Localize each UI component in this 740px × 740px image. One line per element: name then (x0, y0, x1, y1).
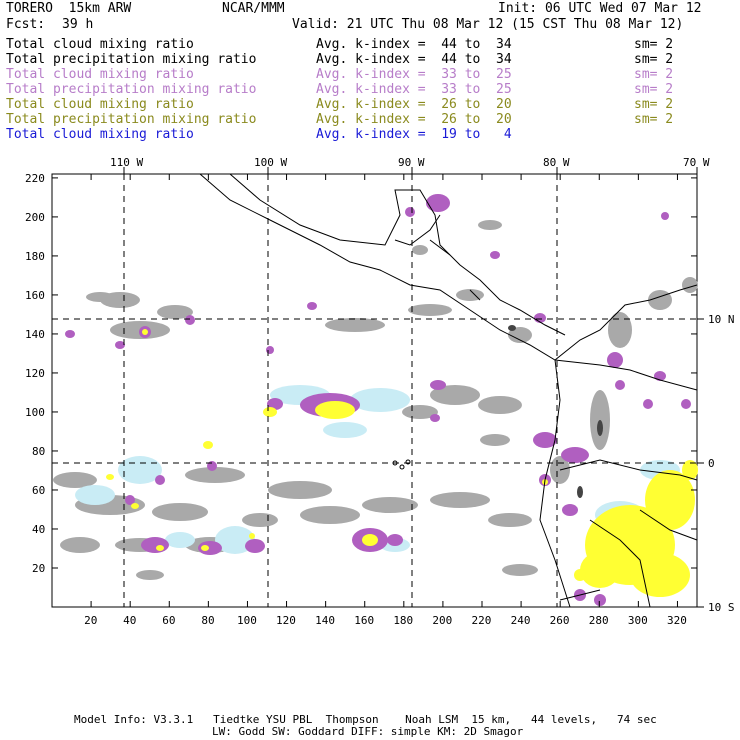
bottom-tick-label: 240 (510, 614, 531, 627)
bottom-tick-label: 320 (666, 614, 687, 627)
cloud-mixing-gray (53, 220, 698, 580)
legend-field: Total precipitation mixing ratio (6, 112, 257, 127)
legend-sm: sm= 2 (634, 37, 674, 52)
valid-time: Valid: 21 UTC Thu 08 Mar 12 (15 CST Thu … (292, 17, 684, 32)
left-tick-label: 80 (32, 444, 46, 458)
left-tick-label: 160 (25, 288, 45, 302)
legend-sm: sm= 2 (634, 52, 674, 67)
fcst-value: 39 h (62, 17, 94, 32)
bottom-tick-label: 100 (236, 614, 257, 627)
legend-sm: sm= 2 (634, 97, 674, 112)
legend-field: Total cloud mixing ratio (6, 67, 194, 82)
right-lat-label: 10 N (708, 313, 735, 326)
legend-kindex: Avg. k-index = 44 to 34 (316, 37, 512, 52)
left-tick-label: 40 (32, 522, 46, 536)
model-title: TORERO 15km ARW (6, 1, 132, 16)
left-tick-label: 60 (32, 483, 46, 497)
legend-kindex: Avg. k-index = 44 to 34 (316, 52, 512, 67)
org-label: NCAR/MMM (222, 1, 285, 16)
top-lon-label: 110 W (110, 156, 144, 169)
bottom-tick-label: 280 (588, 614, 609, 627)
top-lon-label: 100 W (254, 156, 288, 169)
bottom-tick-label: 220 (471, 614, 492, 627)
plot-area (51, 173, 698, 608)
left-tick-label: 200 (25, 210, 45, 224)
bottom-tick-label: 260 (549, 614, 570, 627)
legend-field: Total cloud mixing ratio (6, 97, 194, 112)
right-lat-label: 10 S (708, 601, 735, 614)
init-time: Init: 06 UTC Wed 07 Mar 12 (498, 1, 702, 16)
graticule (52, 174, 697, 607)
left-tick-label: 20 (32, 561, 46, 575)
left-tick-label: 140 (25, 327, 45, 341)
legend-sm: sm= 2 (634, 112, 674, 127)
footer-model-info: Model Info: V3.3.1 Tiedtke YSU PBL Thomp… (74, 713, 657, 726)
dark-cloud-cores (508, 325, 603, 498)
legend-kindex: Avg. k-index = 33 to 25 (316, 67, 512, 82)
left-tick-label: 220 (25, 171, 45, 185)
bottom-tick-label: 40 (123, 614, 137, 627)
cloud-mixing-yellow (106, 329, 698, 597)
left-tick-label: 120 (25, 366, 45, 380)
legend-field: Total cloud mixing ratio (6, 37, 194, 52)
cloud-mixing-purple (65, 194, 691, 606)
legend-field: Total precipitation mixing ratio (6, 82, 257, 97)
fcst-label: Fcst: (6, 17, 46, 32)
legend-kindex: Avg. k-index = 26 to 20 (316, 97, 512, 112)
axis-ticks (52, 167, 704, 608)
legend-sm: sm= 2 (634, 82, 674, 97)
left-tick-label: 180 (25, 249, 45, 263)
bottom-tick-label: 200 (432, 614, 453, 627)
legend-kindex: Avg. k-index = 19 to 4 (316, 127, 512, 142)
coastlines (199, 173, 698, 608)
bottom-tick-label: 120 (276, 614, 296, 627)
bottom-tick-label: 80 (201, 614, 215, 627)
legend-sm: sm= 2 (634, 67, 674, 82)
legend-field: Total precipitation mixing ratio (6, 52, 257, 67)
left-tick-label: 100 (25, 405, 45, 419)
top-lon-label: 70 W (683, 156, 710, 169)
bottom-tick-label: 60 (162, 614, 176, 627)
legend-kindex: Avg. k-index = 26 to 20 (316, 112, 512, 127)
legend-kindex: Avg. k-index = 33 to 25 (316, 82, 512, 97)
bottom-tick-label: 300 (627, 614, 648, 627)
footer-physics: LW: Godd SW: Goddard DIFF: simple KM: 2D… (212, 725, 524, 738)
bottom-tick-label: 140 (315, 614, 335, 627)
right-lat-label: 0 (708, 457, 715, 470)
bottom-tick-label: 160 (354, 614, 375, 627)
legend-field: Total cloud mixing ratio (6, 127, 194, 142)
bottom-tick-label: 20 (84, 614, 98, 627)
bottom-tick-label: 180 (393, 614, 414, 627)
top-lon-label: 80 W (543, 156, 570, 169)
top-lon-label: 90 W (398, 156, 425, 169)
